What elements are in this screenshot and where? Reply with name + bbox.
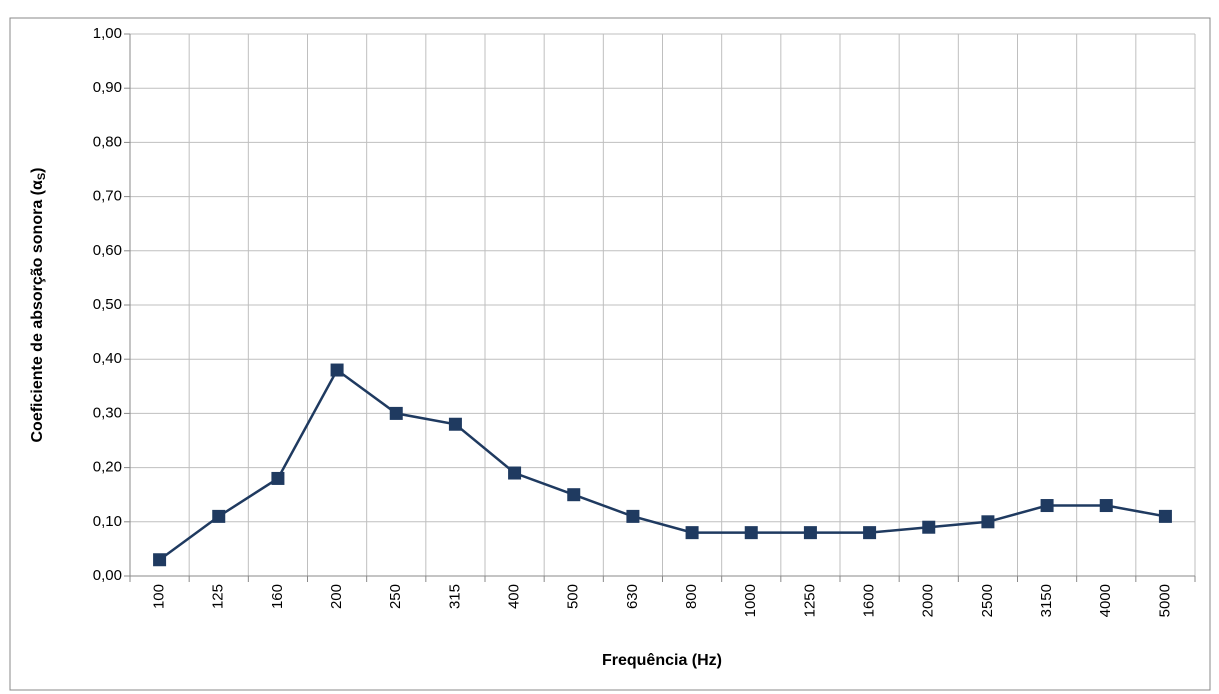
y-label-end: )	[29, 167, 46, 172]
marker	[508, 466, 522, 480]
y-tick-label: 0,20	[93, 459, 122, 476]
x-tick-label: 800	[683, 584, 700, 609]
y-tick-label: 0,30	[93, 404, 122, 421]
chart-border	[9, 17, 1211, 691]
x-tick-label: 400	[506, 584, 523, 609]
x-tick-label: 1000	[742, 584, 759, 617]
y-label-sub: S	[36, 173, 48, 180]
x-tick-label: 160	[269, 584, 286, 609]
marker	[685, 526, 699, 540]
y-tick-label: 0,50	[93, 296, 122, 313]
x-tick-label: 1600	[861, 584, 878, 617]
y-axis-title: Coeficiente de absorção sonora (αS)	[29, 167, 48, 442]
marker	[863, 526, 877, 540]
y-tick-label: 1,00	[93, 25, 122, 42]
x-tick-label: 5000	[1156, 584, 1173, 617]
y-tick-label: 0,40	[93, 350, 122, 367]
marker	[271, 471, 285, 485]
y-label-main: Coeficiente de absorção sonora (α	[29, 180, 46, 443]
x-tick-label: 2500	[979, 584, 996, 617]
marker	[1040, 499, 1054, 513]
marker	[448, 417, 462, 431]
x-tick-label: 250	[387, 584, 404, 609]
marker	[626, 509, 640, 523]
y-tick-label: 0,80	[93, 133, 122, 150]
y-tick-label: 0,70	[93, 188, 122, 205]
x-tick-label: 3150	[1038, 584, 1055, 617]
x-tick-label: 1250	[801, 584, 818, 617]
line	[158, 368, 1166, 561]
marker	[389, 406, 403, 420]
marker	[153, 553, 167, 567]
y-tick-label: 0,90	[93, 79, 122, 96]
marker	[212, 509, 226, 523]
marker	[803, 526, 817, 540]
x-axis-title: Frequência (Hz)	[602, 652, 722, 669]
x-tick-label: 500	[565, 584, 582, 609]
marker	[1099, 499, 1113, 513]
marker	[330, 363, 344, 377]
x-tick-label: 125	[210, 584, 227, 609]
x-tick-label: 2000	[920, 584, 937, 617]
y-tick-label: 0,60	[93, 242, 122, 259]
x-tick-label: 315	[446, 584, 463, 609]
x-tick-label: 200	[328, 584, 345, 609]
marker	[744, 526, 758, 540]
x-tick-label: 630	[624, 584, 641, 609]
x-tick-label: 4000	[1097, 584, 1114, 617]
marker	[1158, 509, 1172, 523]
x-tick-label: 100	[151, 584, 168, 609]
y-tick-label: 0,10	[93, 513, 122, 530]
y-tick-label: 0,00	[93, 567, 122, 584]
marker	[922, 520, 936, 534]
marker	[981, 515, 995, 529]
marker	[567, 488, 581, 502]
